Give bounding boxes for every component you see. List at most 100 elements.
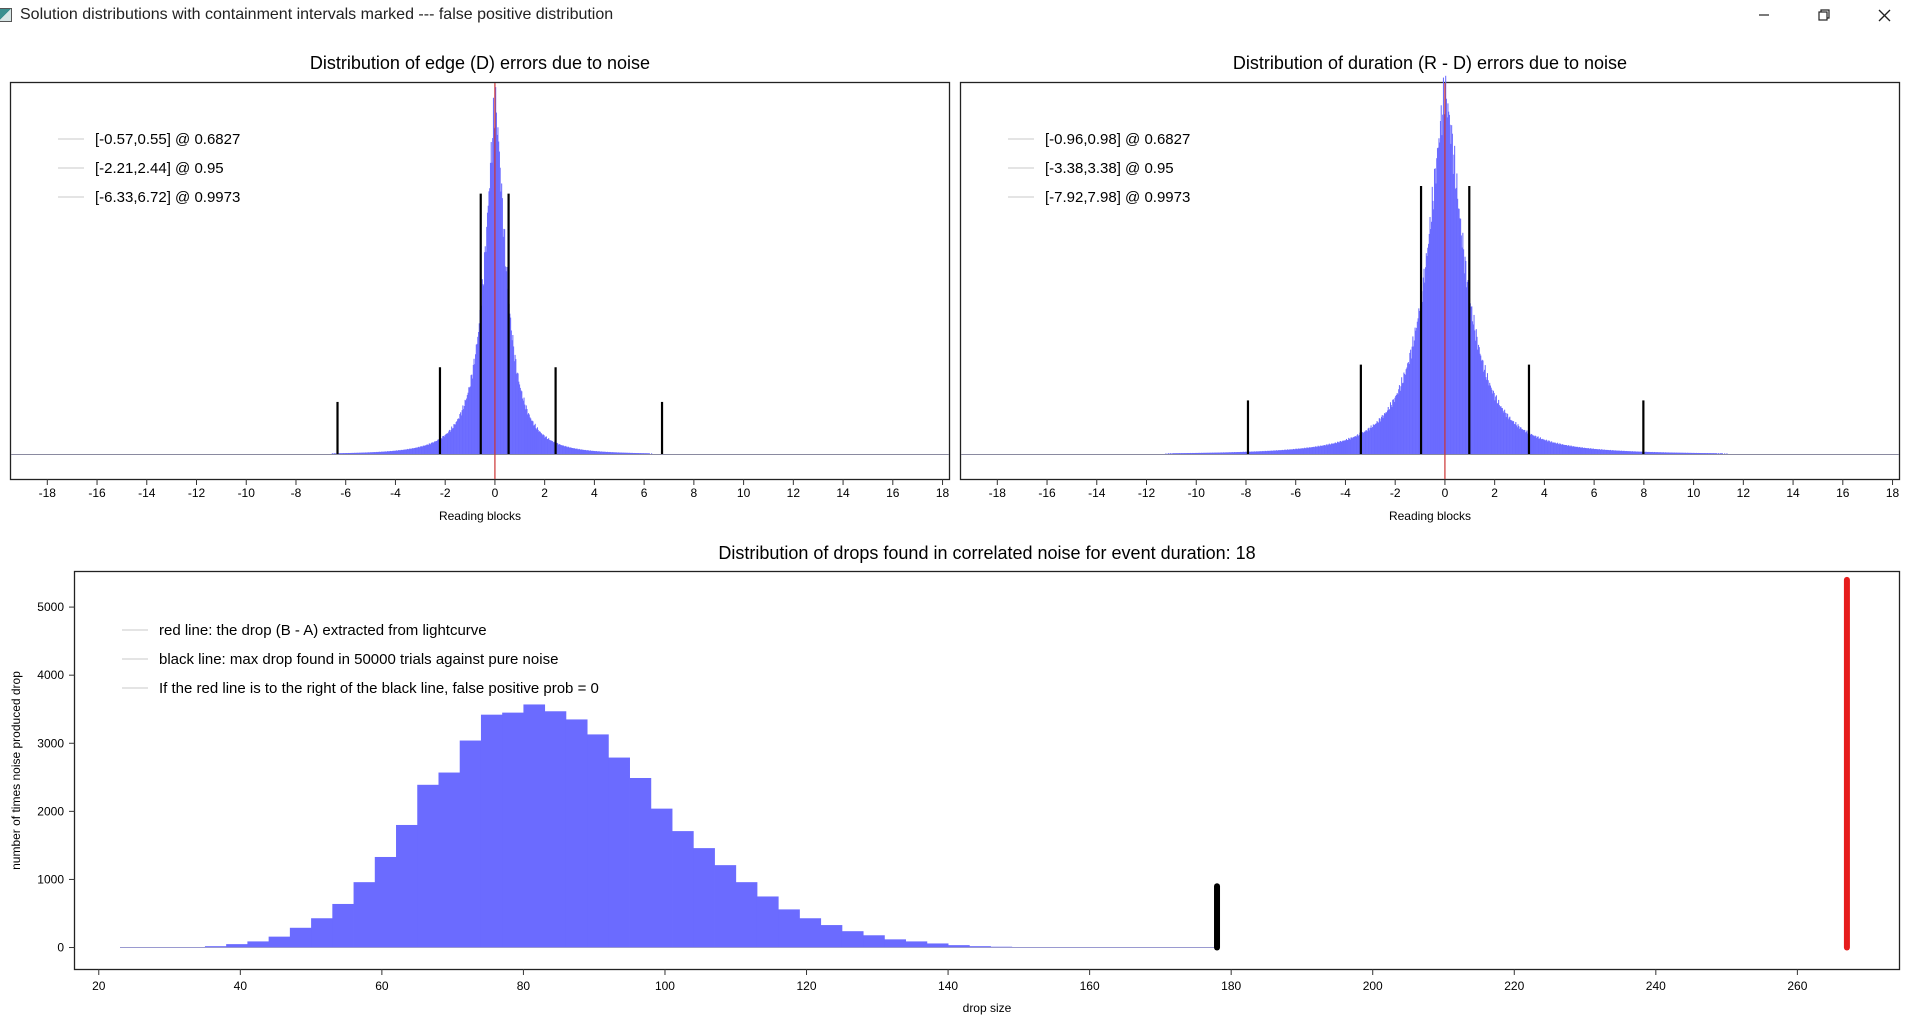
- histogram-bar: [633, 452, 635, 454]
- histogram-bar: [1709, 453, 1711, 454]
- histogram-bar: [642, 453, 644, 454]
- histogram-bar: [1353, 436, 1355, 454]
- histogram-bar: [1260, 451, 1262, 454]
- histogram-bar: [1592, 448, 1594, 454]
- histogram-bar: [1184, 453, 1186, 454]
- histogram-bar: [430, 444, 432, 454]
- histogram-bar: [455, 422, 457, 454]
- histogram-bar: [1516, 427, 1518, 454]
- histogram-bar: [1372, 424, 1374, 454]
- histogram-bar: [1321, 445, 1323, 454]
- histogram-bar: [1310, 447, 1312, 454]
- histogram-bar: [541, 433, 543, 454]
- histogram-bar: [1604, 449, 1606, 454]
- x-tick-label: 220: [1504, 979, 1524, 993]
- histogram-bar: [1347, 439, 1349, 454]
- histogram-bar: [1363, 431, 1365, 454]
- y-tick-label: 5000: [37, 600, 64, 614]
- histogram-bar: [1492, 390, 1494, 454]
- histogram-bar: [1714, 453, 1716, 454]
- histogram-bar: [1610, 450, 1612, 454]
- histogram-bar: [1710, 453, 1712, 454]
- histogram-bar: [1409, 352, 1411, 454]
- histogram-bar: [1530, 433, 1533, 454]
- histogram-bar: [369, 452, 371, 454]
- histogram-bar: [1607, 449, 1609, 454]
- histogram-bar: [1280, 450, 1282, 454]
- histogram-bar: [1671, 452, 1673, 454]
- histogram-bar: [639, 453, 641, 454]
- histogram-bar: [1203, 452, 1205, 454]
- histogram-bar: [509, 313, 511, 454]
- histogram-bar: [372, 452, 374, 454]
- histogram-bar: [1266, 450, 1268, 454]
- histogram-bar: [560, 445, 562, 454]
- histogram-bar: [1428, 243, 1430, 454]
- histogram-bar: [448, 429, 450, 454]
- histogram-bar: [1218, 452, 1220, 454]
- histogram-bar: [460, 415, 462, 454]
- histogram-bar: [1456, 173, 1458, 454]
- histogram-bar: [1273, 450, 1275, 454]
- histogram-bar: [411, 448, 413, 454]
- histogram-bar: [926, 943, 949, 948]
- histogram-bar: [433, 442, 435, 454]
- x-tick-label: 8: [691, 486, 698, 500]
- histogram-bar: [1697, 453, 1699, 454]
- histogram-bar: [468, 387, 470, 454]
- histogram-bar: [1212, 452, 1214, 454]
- histogram-bar: [1691, 452, 1693, 454]
- histogram-bar: [1269, 450, 1271, 454]
- histogram-bar: [526, 409, 528, 454]
- histogram-bar: [1213, 452, 1215, 454]
- histogram-bar: [1304, 447, 1306, 454]
- x-tick-label: -8: [1241, 486, 1252, 500]
- plot-area-edge[interactable]: [9, 81, 951, 481]
- histogram-bar: [1180, 453, 1182, 454]
- histogram-bar: [1279, 450, 1281, 454]
- histogram-bar: [1188, 453, 1190, 454]
- legend-entry-0: red line: the drop (B - A) extracted fro…: [159, 622, 487, 639]
- minimize-icon: [1759, 14, 1769, 16]
- histogram-bar: [1572, 446, 1574, 454]
- histogram-bar: [1267, 450, 1269, 454]
- histogram-bar: [596, 451, 598, 454]
- histogram-bar: [1618, 450, 1621, 454]
- close-button[interactable]: [1855, 0, 1913, 30]
- x-tick-label: 18: [1886, 486, 1900, 500]
- histogram-bar: [1565, 445, 1567, 454]
- histogram-bar: [1395, 394, 1397, 454]
- histogram-bar: [1605, 449, 1607, 454]
- histogram-bar: [445, 433, 447, 454]
- histogram-bar: [1369, 427, 1371, 454]
- histogram-bar: [1487, 380, 1489, 454]
- histogram-bar: [1698, 452, 1700, 454]
- histogram-bar: [1526, 430, 1528, 454]
- histogram-bar: [1472, 321, 1474, 454]
- histogram-bar: [431, 442, 433, 454]
- histogram-bar: [1626, 451, 1628, 454]
- histogram-bar: [1577, 446, 1579, 454]
- y-axis-label-drops: number of times noise produced drop: [9, 671, 23, 870]
- histogram-bar: [1513, 423, 1515, 454]
- histogram-bar: [504, 229, 506, 454]
- x-tick-label: 0: [1442, 486, 1449, 500]
- histogram-bar: [1422, 277, 1424, 454]
- plot-area-duration[interactable]: [959, 81, 1901, 481]
- histogram-bar: [1539, 437, 1541, 454]
- histogram-bar: [1489, 385, 1491, 454]
- histogram-bar: [619, 452, 621, 454]
- plot-area-drops[interactable]: [73, 570, 1901, 971]
- histogram-bar: [1175, 453, 1177, 454]
- restore-button[interactable]: [1795, 0, 1853, 30]
- y-tick-label: 4000: [37, 668, 64, 682]
- histogram-bar: [1627, 451, 1629, 454]
- histogram-bar: [1264, 450, 1266, 454]
- minimize-button[interactable]: [1735, 0, 1793, 30]
- histogram-bar: [1296, 449, 1298, 454]
- histogram-bar: [1695, 452, 1697, 454]
- histogram-bar: [633, 453, 635, 454]
- histogram-bar: [1624, 451, 1627, 454]
- histogram-bar: [1499, 406, 1501, 454]
- histogram-bar: [589, 450, 591, 454]
